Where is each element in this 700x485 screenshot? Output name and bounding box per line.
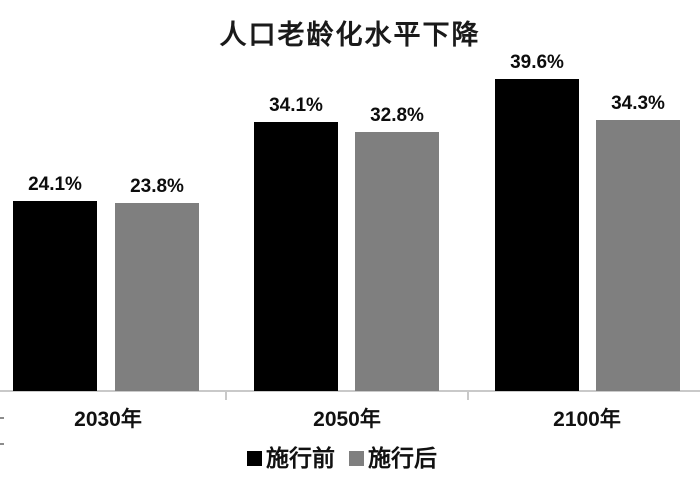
- bar-施行后-2100年: [596, 120, 680, 391]
- category-tick: [225, 392, 227, 400]
- bar-value-label: 34.1%: [269, 95, 323, 116]
- legend-label-after: 施行后: [368, 446, 437, 471]
- category-tick: [467, 392, 469, 400]
- bar-value-label: 23.8%: [130, 176, 184, 197]
- bar-施行前-2030年: [13, 201, 97, 391]
- bar-施行后-2050年: [355, 132, 439, 391]
- chart-legend: 施行前 施行后: [0, 446, 684, 471]
- x-axis-label-2050: 2050年: [313, 408, 381, 431]
- bar-施行前-2100年: [495, 79, 579, 391]
- bar-value-label: 34.3%: [611, 93, 665, 114]
- left-edge-tick: [0, 443, 4, 445]
- bar-value-label: 39.6%: [510, 52, 564, 73]
- legend-item-after: 施行后: [349, 446, 437, 471]
- chart-title: 人口老龄化水平下降: [219, 20, 481, 50]
- x-axis-label-2030: 2030年: [74, 408, 142, 431]
- legend-item-before: 施行前: [247, 446, 335, 471]
- x-axis-line: [0, 390, 700, 392]
- legend-swatch-before: [247, 451, 262, 467]
- bar-value-label: 24.1%: [28, 174, 82, 195]
- bar-value-label: 32.8%: [370, 105, 424, 126]
- legend-swatch-after: [349, 451, 364, 467]
- x-axis-label-2100: 2100年: [553, 408, 621, 431]
- legend-label-before: 施行前: [266, 446, 335, 471]
- left-edge-tick: [0, 417, 4, 419]
- bar-施行后-2030年: [115, 203, 199, 391]
- bar-施行前-2050年: [254, 122, 338, 391]
